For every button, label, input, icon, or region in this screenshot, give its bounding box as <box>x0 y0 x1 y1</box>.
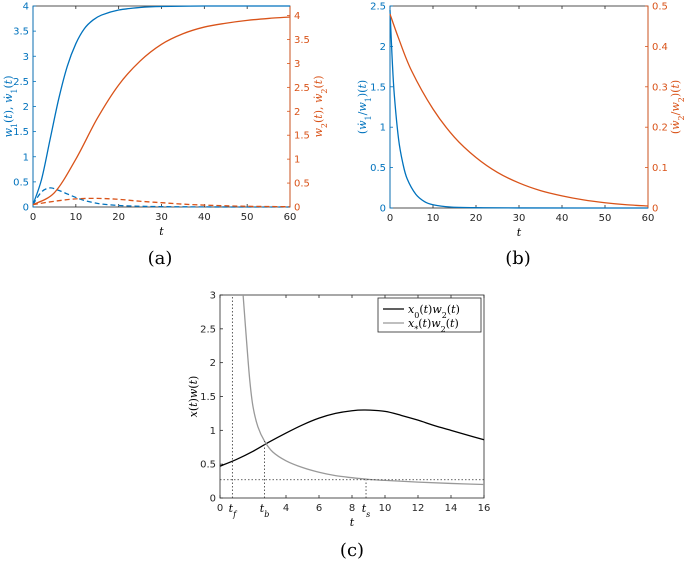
y-tick-label-left: 2.5 <box>200 324 216 335</box>
y-tick-label-left: 0 <box>23 203 29 214</box>
chart-panel-b: 0 10 20 30 40 50 6000.511.522.500.10.20.30.40.… <box>356 2 685 270</box>
y-tick-label-left: 0 <box>380 204 386 215</box>
y-tick-label-right: 0.5 <box>294 179 310 190</box>
x-tick-label: 4 <box>283 503 289 514</box>
y-tick-label-left: 1.5 <box>370 82 386 93</box>
y-axis-label-left: (ẇ1/w1)(t) <box>356 80 373 134</box>
y-axis-label-right: (ẇ2/w2)(t) <box>669 80 685 134</box>
x-tick-label: 10 <box>69 212 82 223</box>
legend-box <box>377 297 482 333</box>
panel-caption: (a) <box>148 248 173 269</box>
chart-panel-c: 0 4 6 8 10 12 14 16 0 0.5 1 1.5 2 2.5 3 (c) t x(t)w(t) tf t… <box>187 291 490 562</box>
y-tick-label-left: 3 <box>210 291 216 302</box>
x-axis-label: t <box>517 226 522 239</box>
x-tick-label: 30 <box>155 212 168 223</box>
y-tick-label-right: 0.3 <box>652 82 668 93</box>
y-tick-label-right: 1.5 <box>294 131 310 142</box>
y-tick-label-right: 0.2 <box>652 123 668 134</box>
series-line-3 <box>32 197 291 208</box>
series-line-0 <box>219 409 485 467</box>
y-tick-label-left: 1 <box>380 123 386 134</box>
y-tick-label-left: 1 <box>210 426 216 437</box>
y-tick-label-right: 2.5 <box>294 83 310 94</box>
x-tick-label: 16 <box>478 503 491 514</box>
y-tick-label-left: 1 <box>23 152 29 163</box>
series-line-0 <box>389 10 649 209</box>
x-tick-label: 0 <box>30 212 36 223</box>
x-tick-label: 60 <box>642 213 655 224</box>
x-tick-label: 10 <box>379 503 392 514</box>
y-tick-label-left: 2.5 <box>13 77 29 88</box>
y-tick-label-left: 0.5 <box>200 460 216 471</box>
y-tick-label-left: 2.5 <box>370 2 386 13</box>
y-axis-label: x(t)w(t) <box>187 376 200 418</box>
x-tick-label: 60 <box>284 212 297 223</box>
y-tick-label-left: 2 <box>23 102 29 113</box>
x-tick-label: 8 <box>349 503 355 514</box>
y-tick-label-left: 0 <box>210 494 216 505</box>
y-tick-label-left: 1.5 <box>200 392 216 403</box>
special-x-tick-label-s: ts <box>362 502 371 519</box>
x-axis-label: t <box>159 225 164 238</box>
y-tick-label-right: 2 <box>294 107 300 118</box>
series-line-1 <box>32 187 291 208</box>
y-tick-label-left: 0.5 <box>13 177 29 188</box>
panel-caption: (b) <box>505 248 531 269</box>
special-x-tick-label-b: tb <box>260 502 270 519</box>
series-line-0 <box>32 5 290 205</box>
special-x-tick-label-f: tf <box>229 502 238 519</box>
y-tick-label-left: 3 <box>23 52 29 63</box>
x-tick-label: 0 <box>217 503 223 514</box>
y-tick-label-left: 1.5 <box>13 127 29 138</box>
y-tick-label-right: 4 <box>294 11 300 22</box>
x-tick-label: 12 <box>412 503 425 514</box>
plot-frame <box>389 5 649 209</box>
x-tick-label: 30 <box>513 213 526 224</box>
y-tick-label-left: 4 <box>23 2 29 13</box>
x-tick-label: 20 <box>112 212 125 223</box>
y-axis-label-right: w2(t), ẇ2(t) <box>312 75 329 137</box>
x-tick-label: 50 <box>241 212 254 223</box>
x-axis-label: t <box>350 516 355 529</box>
x-tick-label: 40 <box>556 213 569 224</box>
y-tick-label-right: 0 <box>652 204 658 215</box>
y-axis-label-left: w1(t), ẇ1(t) <box>2 75 19 137</box>
legend-label-0: x0(t)w2(t) <box>408 303 460 320</box>
x-tick-label: 50 <box>599 213 612 224</box>
series-line-1 <box>389 13 649 207</box>
chart-panel-a: 0 10 20 30 40 50 6000.511.522.533.5400.511.522… <box>2 2 329 270</box>
panel-caption: (c) <box>340 540 364 561</box>
y-tick-label-right: 3.5 <box>294 35 310 46</box>
plot-frame <box>32 5 291 208</box>
y-tick-label-right: 3 <box>294 59 300 70</box>
y-tick-label-right: 1 <box>294 155 300 166</box>
x-tick-label: 0 <box>387 213 393 224</box>
y-tick-label-left: 2 <box>380 42 386 53</box>
y-tick-label-right: 0.1 <box>652 163 668 174</box>
y-tick-label-right: 0.5 <box>652 2 668 13</box>
x-tick-label: 10 <box>427 213 440 224</box>
x-tick-label: 40 <box>198 212 211 223</box>
legend-label-1: x*(t)w2(t) <box>408 317 459 334</box>
y-tick-label-right: 0 <box>294 203 300 214</box>
y-tick-label-left: 2 <box>210 358 216 369</box>
x-tick-label: 6 <box>316 503 322 514</box>
y-tick-label-left: 3.5 <box>13 27 29 38</box>
y-tick-label-right: 0.4 <box>652 42 668 53</box>
series-line-1 <box>242 294 485 486</box>
y-tick-label-left: 0.5 <box>370 163 386 174</box>
x-tick-label: 14 <box>445 503 458 514</box>
series-line-2 <box>32 16 291 206</box>
x-tick-label: 20 <box>470 213 483 224</box>
